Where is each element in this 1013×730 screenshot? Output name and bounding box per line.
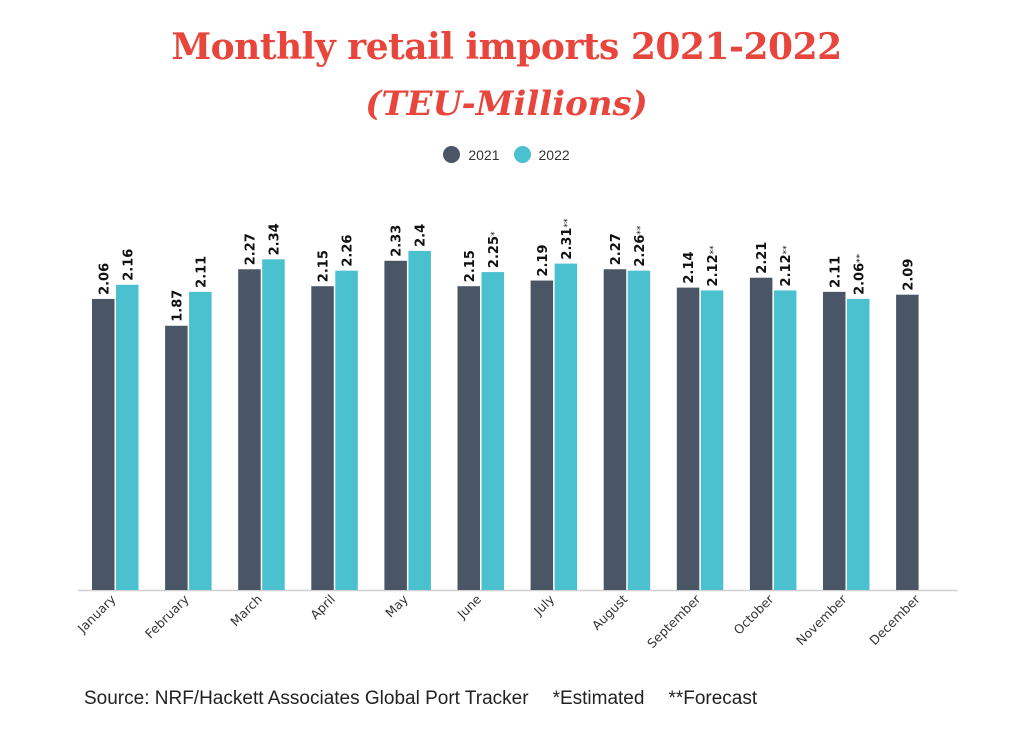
forecast-note: **Forecast: [668, 688, 758, 709]
data-label-2021-december: 2.09: [901, 259, 916, 291]
legend-label-2022: 2022: [538, 146, 570, 163]
bar-2021-april: [311, 286, 334, 590]
bar-2022-may: [408, 250, 431, 590]
footnote-marker: **: [636, 225, 646, 235]
legend-label-2021: 2021: [468, 146, 500, 163]
chart-subtitle: (TEU-Millions): [365, 84, 648, 124]
bar-2022-september: [700, 290, 724, 590]
data-label-2022-october: 2.12**: [779, 245, 794, 287]
data-label-2021-june: 2.15: [463, 250, 478, 282]
data-label-2021-november: 2.11: [828, 256, 843, 288]
data-label-2022-march: 2.34: [267, 223, 282, 255]
footer: Source: NRF/Hackett Associates Global Po…: [84, 688, 781, 710]
data-label-2022-january: 2.16: [121, 249, 136, 281]
chart-title: Monthly retail imports 2021-2022: [171, 26, 842, 68]
data-label-2021-july: 2.19: [536, 244, 551, 276]
data-label-2021-april: 2.15: [317, 250, 332, 282]
data-label-2022-august: 2.26**: [633, 225, 648, 267]
bar-2022-august: [627, 270, 651, 590]
data-label-2022-february: 2.11: [194, 256, 209, 288]
legend: 2021 2022: [0, 146, 1013, 163]
bar-2021-december: [896, 294, 919, 590]
bar-2021-june: [457, 286, 480, 590]
x-tick-label-january: January: [74, 591, 119, 636]
bar-2021-march: [238, 269, 261, 590]
data-label-2022-november: 2.06**: [852, 253, 867, 295]
bar-2021-october: [749, 277, 773, 590]
data-label-2021-january: 2.06: [97, 263, 112, 295]
bar-2021-may: [384, 260, 407, 590]
bar-2021-august: [603, 269, 627, 590]
bar-2021-july: [530, 280, 554, 590]
x-tick-label-december: December: [866, 591, 923, 648]
source-note: Source: NRF/Hackett Associates Global Po…: [84, 688, 529, 709]
bar-2021-september: [676, 287, 700, 590]
legend-item-2021: 2021: [443, 146, 500, 163]
legend-swatch-2021: [443, 146, 461, 163]
bar-2022-january: [116, 284, 139, 590]
footnote-marker: **: [563, 218, 573, 228]
x-tick-label-april: April: [307, 592, 338, 623]
bar-2022-april: [335, 270, 358, 590]
bar-2021-february: [165, 325, 188, 590]
x-tick-label-march: March: [227, 592, 265, 630]
bar-2021-january: [92, 298, 115, 590]
footnote-marker: **: [782, 245, 792, 255]
footnote-marker: **: [709, 245, 719, 255]
x-tick-label-november: November: [793, 591, 850, 648]
x-tick-label-october: October: [731, 591, 778, 638]
data-label-2021-september: 2.14: [682, 252, 697, 284]
data-label-2022-may: 2.4: [414, 224, 429, 247]
footnote-marker: **: [855, 253, 865, 263]
legend-swatch-2022: [513, 146, 531, 163]
bar-2022-october: [773, 290, 797, 590]
estimated-note: *Estimated: [552, 688, 645, 709]
data-label-2021-february: 1.87: [170, 290, 185, 322]
bar-2022-march: [262, 259, 285, 590]
x-tick-label-august: August: [589, 591, 631, 633]
x-tick-label-june: June: [454, 591, 485, 622]
bar-2022-july: [554, 263, 578, 590]
bar-2022-november: [847, 298, 870, 590]
legend-item-2022: 2022: [513, 146, 570, 163]
footnote-marker: *: [490, 231, 500, 236]
x-tick-label-july: July: [530, 591, 558, 619]
x-tick-label-september: September: [644, 591, 704, 651]
x-tick-label-may: May: [382, 591, 411, 620]
bar-2022-february: [189, 291, 212, 590]
data-label-2021-october: 2.21: [755, 242, 770, 274]
x-tick-label-february: February: [142, 591, 192, 641]
data-label-2022-july: 2.31**: [560, 218, 575, 260]
data-label-2021-may: 2.33: [390, 225, 405, 257]
data-label-2021-march: 2.27: [243, 233, 258, 265]
data-label-2022-april: 2.26: [341, 235, 356, 267]
bar-2022-june: [481, 272, 504, 590]
data-label-2022-june: 2.25*: [487, 231, 502, 268]
bar-2021-november: [823, 291, 846, 590]
data-label-2021-august: 2.27: [609, 233, 624, 265]
data-label-2022-september: 2.12**: [706, 245, 721, 287]
